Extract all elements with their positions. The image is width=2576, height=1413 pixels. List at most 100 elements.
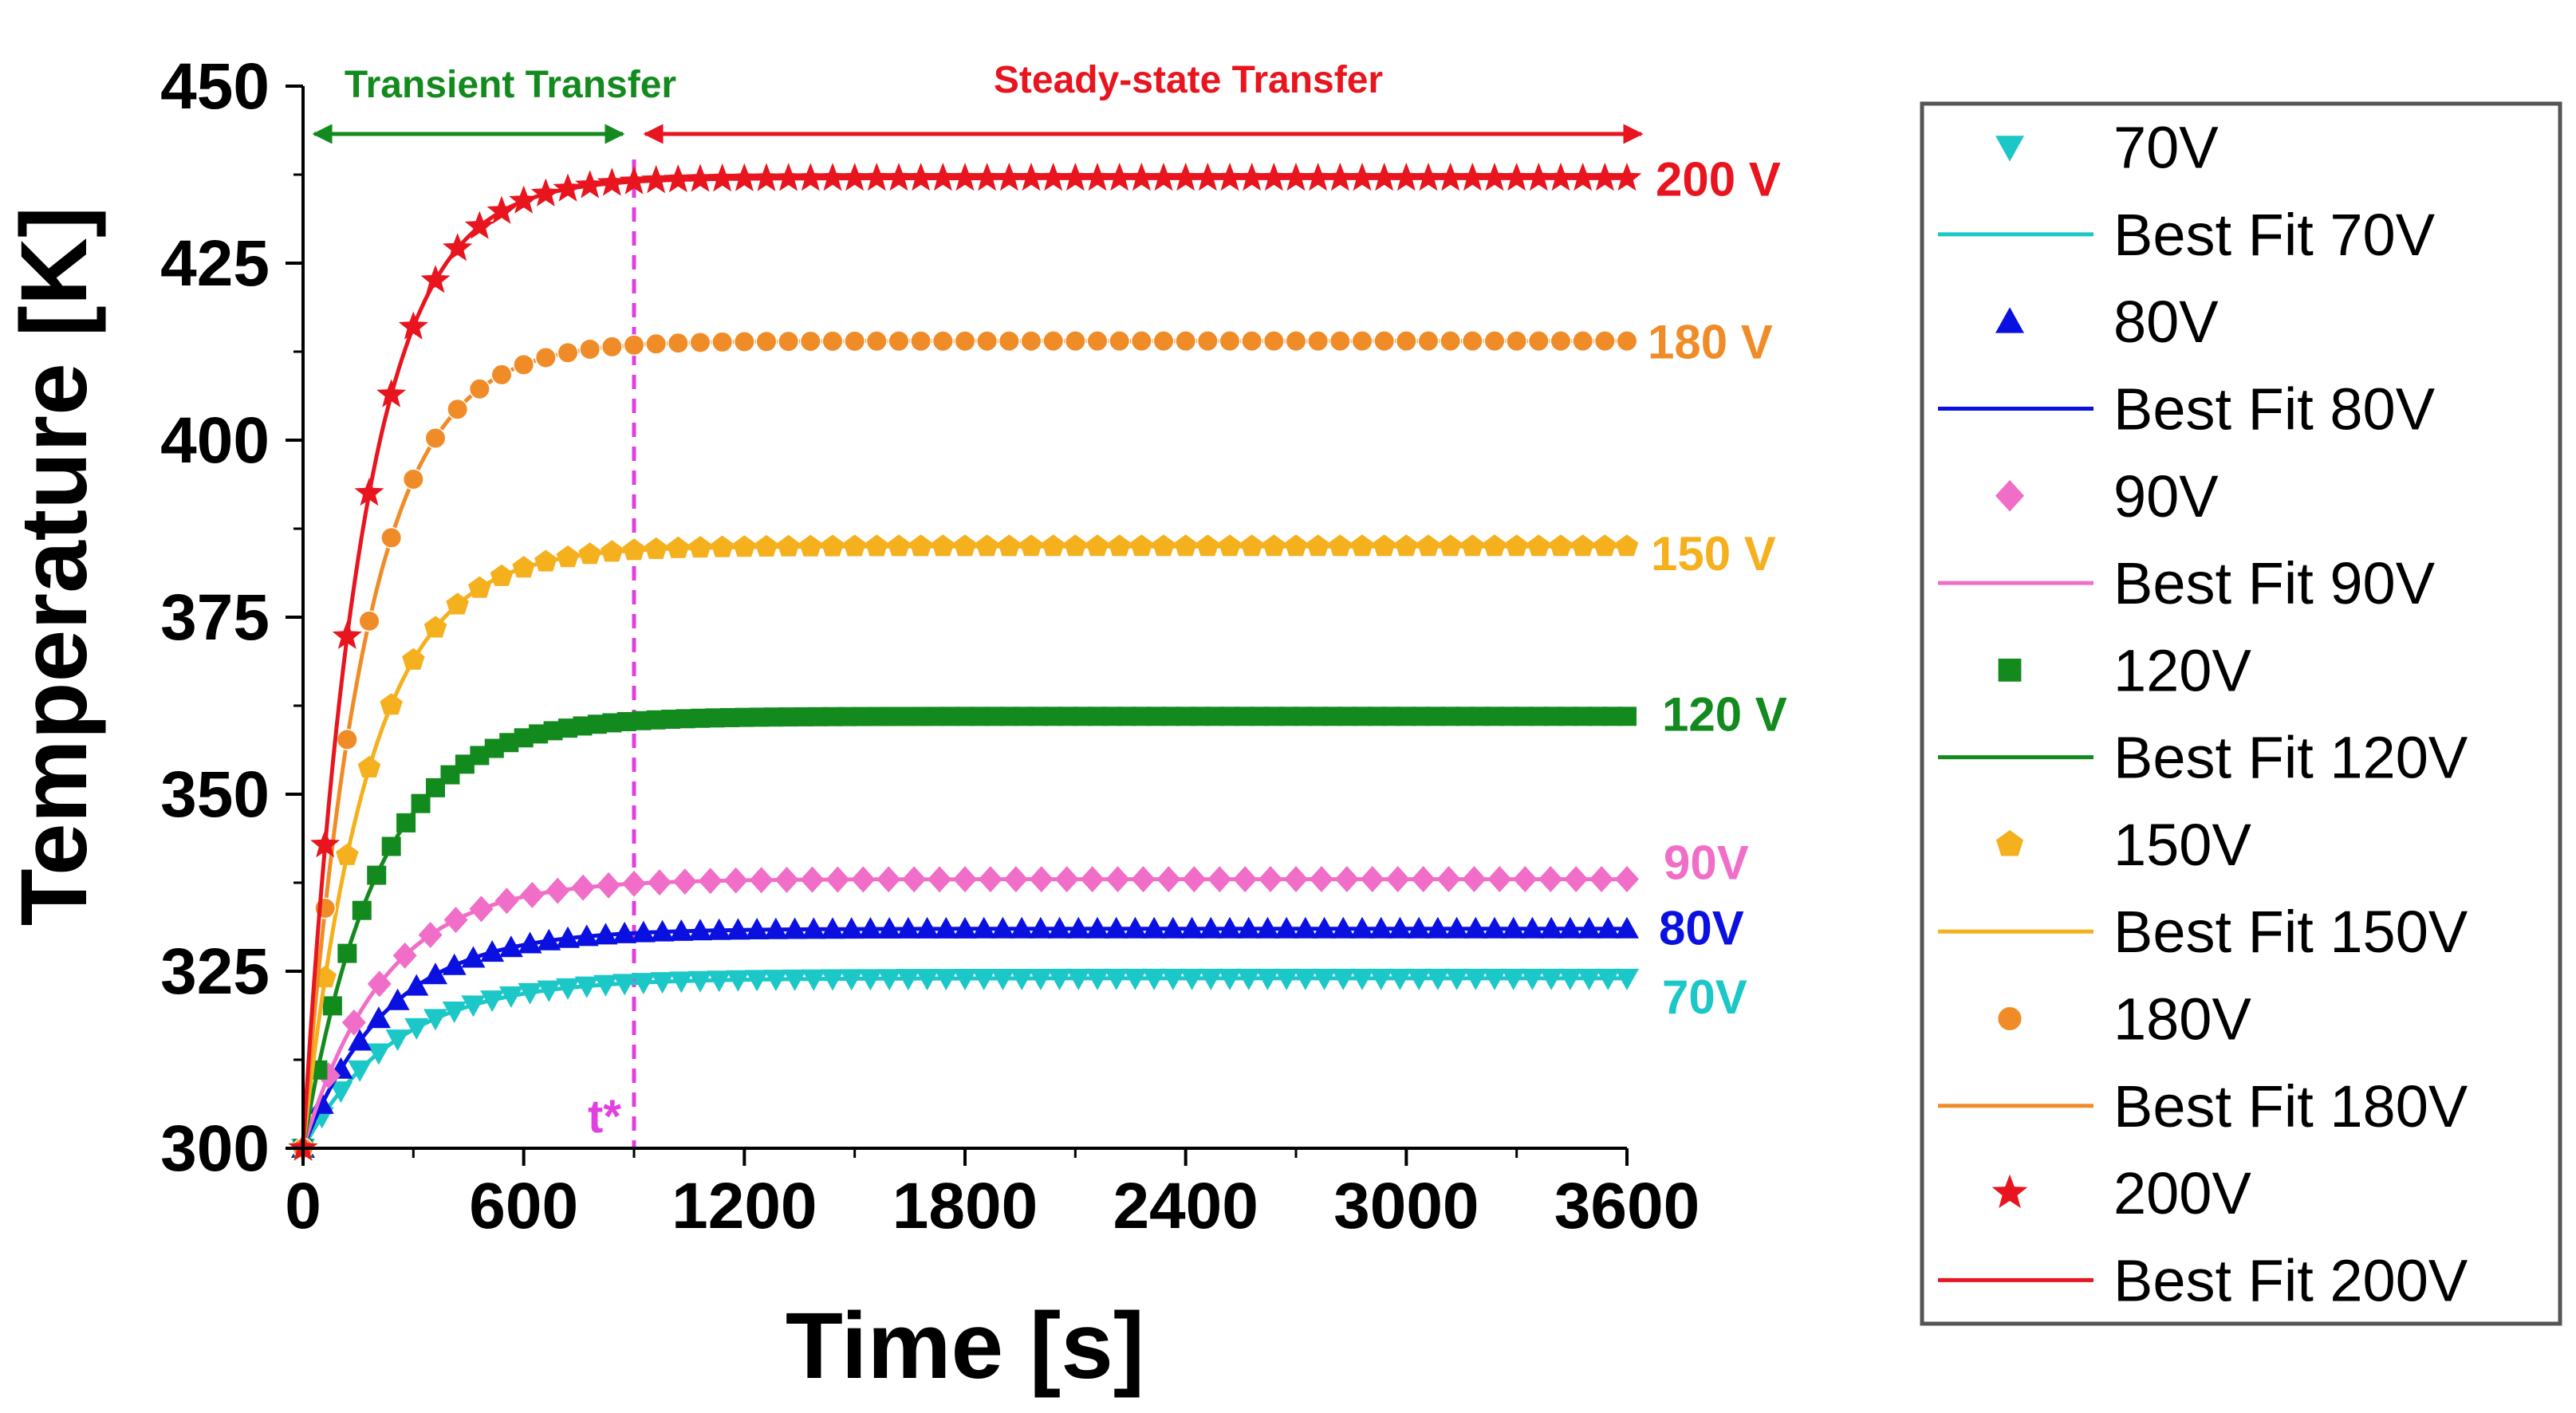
data-point — [461, 946, 486, 968]
data-point — [821, 330, 844, 352]
data-point — [821, 917, 845, 939]
data-point — [1527, 330, 1550, 352]
data-point — [1436, 866, 1461, 893]
legend-box — [1920, 101, 2562, 1326]
x-axis-title: Time [s] — [786, 1293, 1144, 1399]
data-point — [1483, 330, 1506, 352]
data-point — [404, 1017, 429, 1040]
data-point — [840, 163, 870, 191]
data-point — [1411, 866, 1436, 893]
data-point — [1019, 534, 1043, 557]
data-point — [1085, 534, 1109, 557]
data-point — [851, 866, 876, 893]
data-point — [998, 534, 1021, 557]
data-point — [698, 868, 723, 895]
data-point — [1309, 866, 1333, 893]
data-point — [1325, 162, 1355, 191]
data-point — [1085, 968, 1109, 990]
data-point — [1523, 162, 1554, 191]
data-point — [745, 970, 770, 992]
data-point — [597, 872, 621, 899]
data-point — [1350, 534, 1374, 557]
data-point — [1546, 162, 1576, 191]
data-point — [385, 988, 410, 1010]
data-point — [1237, 162, 1267, 191]
data-point — [641, 165, 672, 194]
data-point — [1385, 866, 1410, 893]
series-120V: 120 V — [293, 687, 1787, 1158]
data-point — [498, 986, 523, 1009]
data-point — [877, 969, 902, 991]
data-point — [1457, 162, 1487, 191]
data-point — [601, 540, 624, 562]
data-point — [778, 330, 800, 352]
data-point — [1596, 916, 1621, 939]
series-end-label: 70V — [1662, 970, 1747, 1024]
data-point — [1329, 534, 1352, 557]
data-point — [1483, 534, 1507, 557]
data-point — [1616, 330, 1638, 352]
data-point — [817, 163, 848, 191]
data-point — [1274, 968, 1299, 990]
data-point — [953, 916, 977, 939]
data-point — [650, 919, 675, 942]
data-point — [534, 347, 557, 369]
data-point — [1487, 866, 1512, 893]
data-point — [352, 900, 372, 920]
data-point — [1593, 534, 1617, 557]
data-point — [1568, 162, 1598, 191]
data-point — [1463, 968, 1488, 990]
data-point — [1175, 330, 1197, 352]
data-point — [512, 556, 535, 578]
data-point — [534, 549, 557, 572]
legend-entry-180V: 180V — [2113, 986, 2251, 1053]
y-tick-label: 450 — [160, 50, 270, 123]
data-point — [310, 829, 341, 858]
data-point — [865, 330, 888, 352]
data-point — [1066, 968, 1091, 990]
data-point — [799, 330, 821, 352]
data-point — [1479, 162, 1510, 191]
series-end-label: 180 V — [1648, 316, 1773, 369]
data-point — [1262, 534, 1286, 557]
data-point — [1284, 866, 1308, 893]
data-point — [821, 534, 845, 557]
data-point — [1369, 162, 1400, 191]
data-point — [575, 170, 605, 199]
legend-entry-150V: 150V — [2113, 812, 2251, 878]
data-point — [1462, 866, 1487, 893]
data-point — [669, 919, 694, 941]
data-point — [1373, 330, 1396, 352]
legend-fit-entry-150V: Best Fit 150V — [2113, 899, 2468, 965]
data-point — [844, 330, 866, 352]
data-point — [1395, 330, 1417, 352]
data-point — [795, 163, 825, 191]
data-point — [337, 943, 357, 963]
data-point — [1425, 968, 1450, 990]
data-point — [972, 163, 1002, 191]
data-point — [1416, 534, 1440, 557]
data-point — [579, 338, 601, 360]
t-star-label: t* — [588, 1091, 621, 1143]
data-point — [593, 974, 618, 997]
data-point — [329, 1081, 353, 1104]
data-point — [1505, 534, 1528, 557]
legend-fit-entry-180V: Best Fit 180V — [2113, 1073, 2468, 1139]
data-point — [1461, 534, 1484, 557]
y-tick-label: 400 — [160, 404, 270, 477]
data-point — [461, 995, 486, 1017]
data-point — [557, 341, 579, 364]
data-point — [1347, 162, 1377, 191]
data-point — [480, 940, 505, 962]
data-point — [631, 920, 656, 943]
data-point — [518, 982, 542, 1005]
data-point — [1577, 916, 1601, 939]
data-point — [688, 919, 712, 941]
data-point — [381, 836, 401, 856]
fit-line-150V — [301, 544, 1627, 1149]
data-point — [1105, 162, 1135, 191]
data-point — [1513, 866, 1538, 893]
data-point — [994, 162, 1024, 191]
data-point — [688, 536, 712, 558]
data-point — [1148, 162, 1179, 191]
